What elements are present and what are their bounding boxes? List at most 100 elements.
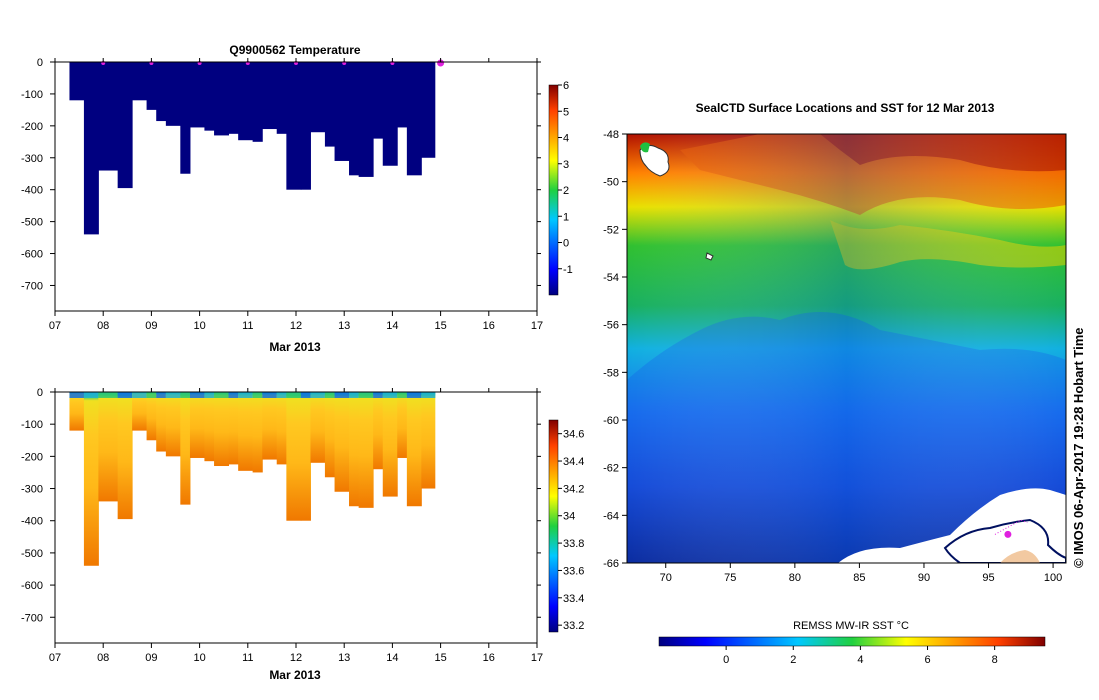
x-tick-label: 14 [386, 652, 398, 664]
sst-colorbar-tick-label: 6 [924, 654, 930, 666]
map-x-tick-label: 75 [724, 572, 736, 584]
x-tick-label: 13 [338, 320, 350, 332]
profile-bar [334, 392, 350, 492]
profile-bar [204, 62, 215, 131]
profile-bar [69, 62, 85, 101]
map-y-tick-label: -60 [603, 415, 619, 427]
x-tick-label: 16 [483, 320, 495, 332]
sst-colorbar-tick-label: 8 [992, 654, 998, 666]
sst-map-panel: SealCTD Surface Locations and SST for 12… [603, 101, 1086, 666]
x-tick-label: 15 [434, 652, 446, 664]
profile-bar [146, 62, 157, 110]
sst-colorbar-label: REMSS MW-IR SST °C [793, 620, 909, 632]
profile-bar [382, 392, 398, 497]
colorbar-tick-label: 33.4 [563, 593, 584, 605]
colorbar-tick-label: 33.2 [563, 620, 584, 632]
surface-layer [228, 392, 239, 398]
profile-bar [421, 392, 436, 489]
profile-bar [146, 392, 157, 441]
surface-layer [349, 392, 360, 398]
x-tick-label: 11 [242, 320, 253, 332]
profile-bar [276, 392, 287, 465]
map-y-tick-label: -56 [603, 320, 619, 332]
colorbar-tick-label: 33.6 [563, 565, 584, 577]
profile-bar [204, 392, 215, 462]
y-tick-label: 0 [37, 387, 43, 399]
profile-bar [358, 62, 374, 177]
coastal-patch [1000, 550, 1040, 563]
map-y-tick-label: -54 [603, 272, 619, 284]
sst-map-frame [626, 133, 1067, 564]
y-tick-label: -600 [21, 249, 43, 261]
y-tick-label: -100 [21, 419, 43, 431]
colorbar-tick-label: 34.4 [563, 456, 584, 468]
x-tick-label: 17 [531, 320, 543, 332]
surface-layer [132, 392, 148, 398]
profile-bar [189, 392, 205, 458]
profile-bar [132, 392, 148, 431]
surface-marker [437, 59, 445, 67]
profile-bar [189, 62, 205, 128]
profile-bar [228, 392, 239, 465]
profile-bar [406, 392, 422, 507]
profile-bar [165, 62, 181, 126]
surface-layer [98, 392, 119, 398]
surface-layer [382, 392, 398, 398]
profile-bar [300, 392, 311, 521]
profile-bar [358, 392, 374, 508]
antarctic-land [838, 488, 1066, 563]
x-tick-label: 07 [49, 652, 61, 664]
profile-bar [286, 62, 302, 190]
sst-map-x-axis: 70 75 80 85 90 95 100 [660, 563, 1062, 584]
map-y-tick-label: -48 [603, 129, 619, 141]
y-tick-label: -500 [21, 217, 43, 229]
x-tick-label: 10 [193, 652, 205, 664]
y-tick-label: -300 [21, 153, 43, 165]
x-tick-label: 14 [386, 320, 398, 332]
profile-bar [83, 392, 99, 566]
x-tick-label: 12 [290, 320, 302, 332]
colorbar-tick-label: 6 [563, 80, 569, 92]
profile-bar [156, 62, 167, 122]
salinity-xlabel: Mar 2013 [269, 668, 321, 682]
colorbar-tick-label: 1 [563, 211, 569, 223]
colorbar-tick-label: -1 [563, 264, 573, 276]
profile-bar [165, 392, 181, 457]
surface-layer [146, 392, 157, 398]
map-y-tick-label: -50 [603, 177, 619, 189]
map-y-tick-label: -52 [603, 224, 619, 236]
colorbar-tick-label: 5 [563, 106, 569, 118]
profile-bar [214, 392, 230, 467]
x-tick-label: 11 [242, 652, 253, 664]
sst-colorbar-ticks: 0 2 4 6 8 [723, 646, 998, 666]
x-tick-label: 09 [145, 652, 157, 664]
salinity-x-axis: 07 08 09 10 11 12 13 14 15 16 17 [49, 388, 543, 664]
profile-bar [180, 62, 191, 174]
surface-layer [300, 392, 311, 398]
surface-layer [165, 392, 181, 398]
profile-bar [252, 392, 263, 473]
profile-bar [334, 62, 350, 161]
surface-layer [358, 392, 374, 398]
map-x-tick-label: 85 [853, 572, 865, 584]
surface-layer [69, 392, 85, 398]
y-tick-label: -100 [21, 89, 43, 101]
surface-layer [117, 392, 133, 398]
profile-bar [98, 62, 119, 171]
map-x-tick-label: 100 [1044, 572, 1062, 584]
temperature-xlabel: Mar 2013 [269, 340, 321, 354]
sst-map-title: SealCTD Surface Locations and SST for 12… [696, 101, 995, 115]
salinity-y-axis: 0 -100 -200 -300 -400 -500 -600 -700 [21, 387, 541, 624]
y-tick-label: -400 [21, 516, 43, 528]
profile-bar [349, 62, 360, 176]
surface-layer [156, 392, 167, 398]
salinity-bars [69, 392, 436, 566]
colorbar-tick-label: 34.2 [563, 483, 584, 495]
map-y-tick-label: -64 [603, 510, 619, 522]
y-tick-label: -500 [21, 548, 43, 560]
map-x-tick-label: 90 [918, 572, 930, 584]
seal-location-marker [1004, 530, 1012, 538]
profile-bar [382, 62, 398, 166]
sst-shading [627, 134, 1066, 563]
